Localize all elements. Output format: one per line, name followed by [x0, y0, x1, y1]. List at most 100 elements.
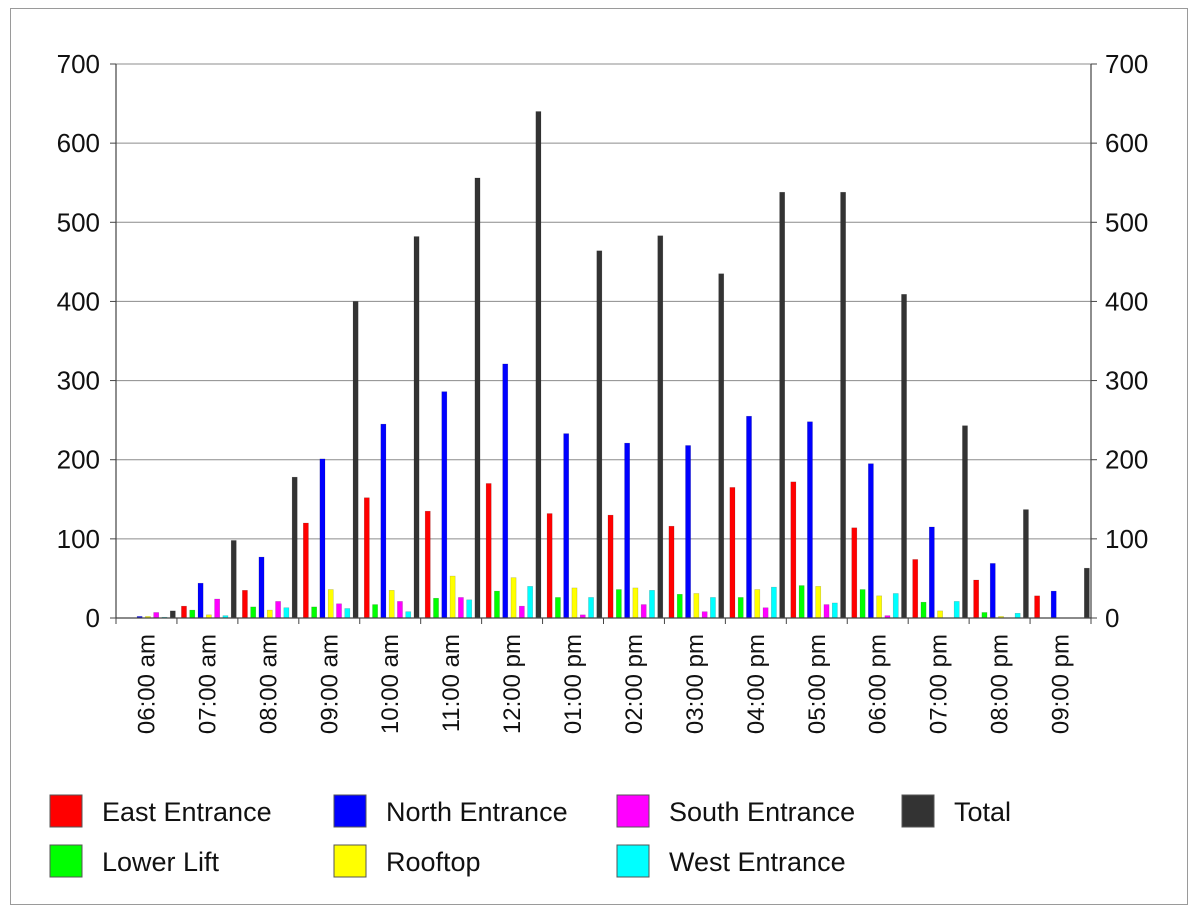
y-tick-label-right: 400 [1105, 286, 1148, 316]
x-tick-label: 01:00 pm [560, 634, 587, 734]
bar-total [1023, 509, 1029, 619]
bar-east-entrance [973, 579, 979, 619]
bar-east-entrance [790, 481, 797, 619]
bar-total [962, 425, 968, 619]
legend-label: West Entrance [669, 847, 846, 877]
bar-total [1084, 567, 1090, 619]
bar-north-entrance [380, 423, 387, 619]
bar-lower-lift [981, 612, 988, 619]
bar-west-entrance [283, 607, 290, 619]
x-tick-label: 06:00 pm [865, 634, 892, 734]
bar-west-entrance [831, 602, 838, 619]
y-tick-label-right: 100 [1105, 524, 1148, 554]
bar-north-entrance [685, 445, 691, 619]
bar-north-entrance [319, 458, 326, 619]
bar-south-entrance [397, 601, 403, 619]
y-axis-right-ticks: 0 100 200 300 400 500 600 700 [1105, 49, 1148, 633]
bar-rooftop [937, 610, 943, 619]
bar-south-entrance [640, 604, 647, 619]
bar-total [535, 111, 542, 619]
y-tick-label-right: 0 [1105, 603, 1119, 633]
legend-swatch [49, 794, 83, 828]
bar-rooftop [266, 609, 273, 619]
legend-label: North Entrance [386, 797, 568, 827]
bar-lower-lift [920, 601, 927, 619]
bar-north-entrance [807, 421, 813, 619]
legend-swatch [49, 844, 83, 878]
bar-total [413, 236, 420, 619]
bar-west-entrance [892, 593, 899, 619]
x-tick-label: 08:00 pm [987, 634, 1014, 734]
y-tick-label-left: 500 [57, 207, 100, 237]
legend: East Entrance North Entrance South Entranc… [49, 794, 1011, 878]
bar-lower-lift [311, 606, 317, 619]
bar-rooftop [571, 587, 578, 619]
bar-east-entrance [729, 487, 736, 619]
bar-lower-lift [859, 589, 866, 619]
bar-total [474, 177, 481, 619]
x-tick-label: 07:00 pm [926, 634, 953, 734]
y-tick-label-left: 200 [57, 445, 100, 475]
x-tick-label: 12:00 pm [499, 634, 526, 734]
legend-label: East Entrance [102, 797, 272, 827]
bar-rooftop [388, 590, 395, 619]
bar-north-entrance [258, 556, 265, 619]
x-tick-label: 09:00 am [316, 634, 343, 734]
bar-lower-lift [555, 597, 561, 619]
bar-south-entrance [762, 607, 769, 619]
bar-rooftop [693, 593, 700, 619]
x-tick-label: 10:00 am [377, 634, 404, 734]
bar-north-entrance [868, 463, 874, 619]
bar-rooftop [754, 589, 761, 619]
bar-east-entrance [424, 510, 431, 619]
bar-total [840, 191, 846, 619]
bar-rooftop [876, 595, 882, 619]
bar-north-entrance [624, 442, 630, 619]
bar-total [718, 273, 725, 619]
bar-total [779, 191, 785, 619]
bar-east-entrance [668, 525, 675, 619]
legend-label: South Entrance [669, 797, 855, 827]
y-tick-label-right: 600 [1105, 128, 1148, 158]
bar-east-entrance [181, 605, 187, 619]
bar-south-entrance [701, 611, 708, 619]
bar-west-entrance [405, 611, 412, 619]
y-tick-label-left: 400 [57, 286, 100, 316]
x-tick-label: 02:00 pm [621, 634, 648, 734]
bar-lower-lift [372, 604, 378, 619]
y-tick-label-right: 300 [1105, 366, 1148, 396]
bar-lower-lift [494, 590, 500, 619]
bar-total [291, 476, 298, 619]
x-axis-ticks: 06:00 am 07:00 am 08:00 am 09:00 am 10:00 am… [133, 634, 1074, 734]
y-axis-left-ticks: 0 100 200 300 400 500 600 700 [57, 49, 100, 633]
bar-north-entrance [441, 391, 448, 619]
bar-east-entrance [363, 497, 370, 619]
bar-north-entrance [502, 363, 509, 619]
bar-west-entrance [1014, 613, 1021, 619]
bar-south-entrance [275, 601, 281, 619]
legend-label: Total [954, 797, 1011, 827]
bar-east-entrance [546, 513, 553, 619]
gridlines [116, 63, 1091, 619]
bar-east-entrance [1034, 595, 1040, 619]
bars [136, 111, 1090, 619]
bar-west-entrance [710, 597, 716, 619]
bar-rooftop [449, 575, 456, 619]
y-tick-label-left: 700 [57, 49, 100, 79]
x-tick-label: 03:00 pm [682, 634, 709, 734]
bar-west-entrance [527, 586, 533, 619]
bar-east-entrance [242, 590, 248, 619]
x-tick-label: 08:00 am [255, 634, 282, 734]
bar-rooftop [510, 577, 517, 619]
bar-south-entrance [153, 612, 160, 619]
bar-east-entrance [912, 559, 919, 619]
bar-north-entrance [746, 415, 752, 619]
legend-swatch [616, 794, 650, 828]
bar-east-entrance [607, 514, 614, 619]
bar-lower-lift [737, 597, 744, 619]
bar-rooftop [327, 589, 334, 619]
legend-swatch [901, 794, 935, 828]
bar-lower-lift [798, 585, 805, 619]
bar-rooftop [815, 586, 822, 619]
